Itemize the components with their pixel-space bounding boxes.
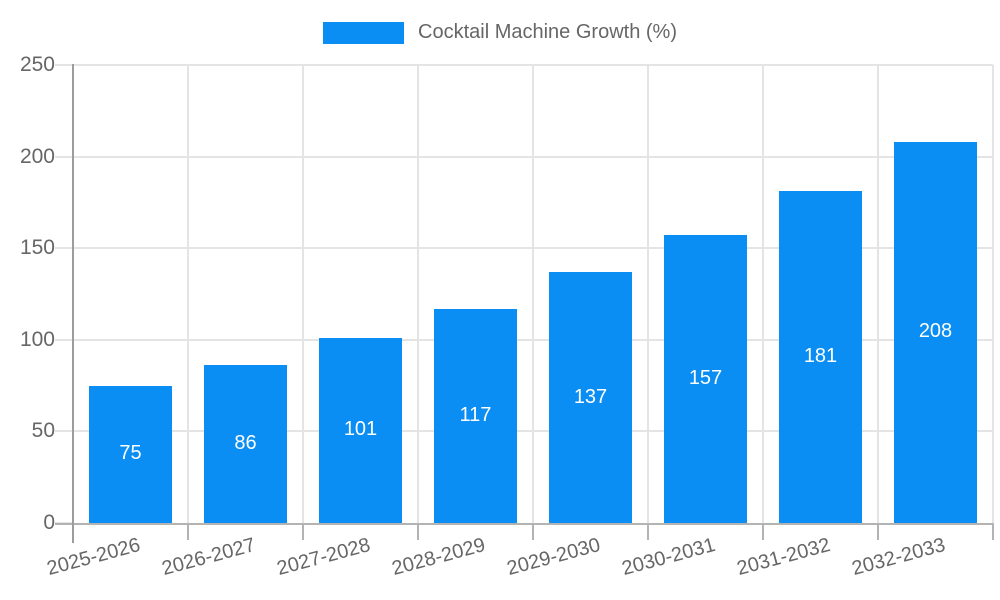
bar[interactable]: 137 <box>549 272 632 523</box>
bar-value-label: 75 <box>119 442 142 465</box>
gridline-vertical <box>762 65 764 523</box>
gridline-vertical <box>302 65 304 523</box>
x-axis-tick <box>992 524 994 540</box>
y-axis-tick-label: 0 <box>43 511 55 534</box>
bar[interactable]: 117 <box>434 308 517 523</box>
y-axis-tick-label: 250 <box>19 53 55 76</box>
bar-value-label: 157 <box>688 367 723 390</box>
bar-value-label: 101 <box>343 418 378 441</box>
legend-label: Cocktail Machine Growth (%) <box>418 21 677 43</box>
bar[interactable]: 157 <box>664 235 747 523</box>
y-axis-line <box>72 64 74 543</box>
gridline-horizontal <box>55 247 993 250</box>
bar-value-label: 137 <box>573 385 608 408</box>
bar-value-label: 86 <box>234 432 257 455</box>
bar-value-label: 181 <box>803 345 838 368</box>
bar-value-label: 117 <box>459 403 492 426</box>
x-axis-tick <box>302 524 304 540</box>
y-axis-tick-label: 150 <box>19 236 55 260</box>
gridline-horizontal <box>55 338 993 341</box>
y-axis-tick-label: 100 <box>19 327 55 351</box>
bar[interactable]: 75 <box>89 385 172 523</box>
bar[interactable]: 101 <box>319 337 402 523</box>
y-axis-tick-label: 200 <box>19 144 55 168</box>
bar-value-label: 208 <box>918 320 953 343</box>
y-axis-tick-label: 50 <box>31 419 55 443</box>
gridline-vertical <box>877 65 879 523</box>
chart-legend: Cocktail Machine Growth (%) <box>0 21 1000 44</box>
x-axis-tick <box>762 524 764 540</box>
bar[interactable]: 208 <box>894 141 977 523</box>
gridline-vertical <box>532 65 534 523</box>
x-axis-line <box>55 523 994 525</box>
x-axis-tick <box>417 524 419 540</box>
gridline-vertical <box>647 65 649 523</box>
gridline-vertical <box>187 65 189 523</box>
bar[interactable]: 86 <box>204 365 287 523</box>
legend-swatch <box>323 21 405 44</box>
gridline-horizontal <box>55 64 993 66</box>
legend-item[interactable]: Cocktail Machine Growth (%) <box>323 21 677 44</box>
x-axis-tick <box>532 524 534 540</box>
x-axis-tick <box>877 524 879 540</box>
gridline-vertical <box>417 65 419 523</box>
gridline-vertical <box>992 65 994 523</box>
x-axis-tick <box>647 524 649 540</box>
gridline-horizontal <box>55 155 993 158</box>
bar[interactable]: 181 <box>779 191 862 523</box>
x-axis-tick <box>187 524 189 540</box>
gridline-horizontal <box>55 430 993 433</box>
